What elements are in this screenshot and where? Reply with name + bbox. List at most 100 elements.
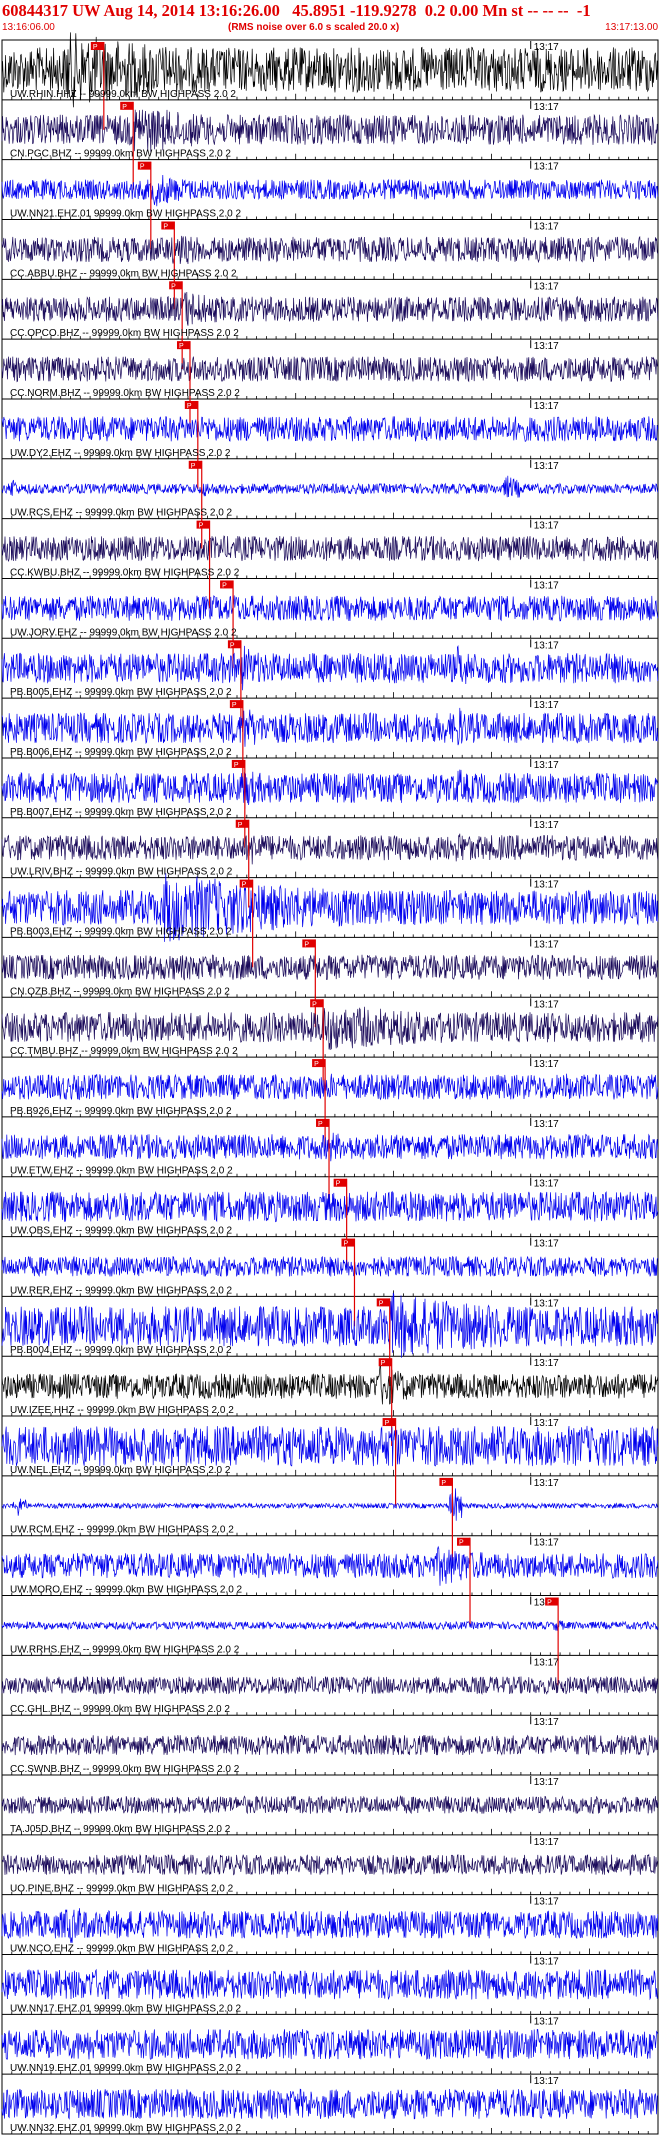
p-pick-label: P <box>318 1121 323 1128</box>
time-ticks <box>1 811 659 818</box>
trace-row: 13:17 P UW.IZEE.HHZ -- 99999.0km BW HIGHPA… <box>1 1357 659 1446</box>
p-pick-flag <box>333 1178 347 1187</box>
p-pick-label: P <box>242 882 247 889</box>
p-pick-label: P <box>122 104 127 111</box>
p-pick-label: P <box>343 1241 348 1248</box>
minute-label: 13:17 <box>534 1538 559 1549</box>
time-ticks <box>1 632 659 639</box>
station-label: PB.B926.EHZ -- 99999.0km BW HIGHPASS 2.0… <box>10 1106 232 1117</box>
p-pick-flag <box>341 1238 355 1247</box>
p-pick-label: P <box>385 1420 390 1427</box>
waveform-trace <box>1 1968 659 2001</box>
waveform-trace <box>1 954 659 981</box>
minute-label: 13:17 <box>534 162 559 173</box>
time-ticks <box>1 452 659 459</box>
trace-row: 13:17 UW.NCO.EHZ -- 99999.0km BW HIGHPASS… <box>1 1895 659 1956</box>
time-ticks <box>1 1888 659 1895</box>
time-ticks <box>1 153 659 160</box>
p-pick-label: P <box>191 463 196 470</box>
time-ticks <box>1 991 659 998</box>
time-ticks <box>1 1410 659 1417</box>
time-ticks <box>1 93 659 100</box>
p-pick-label: P <box>547 1600 552 1607</box>
waveform-trace <box>1 1132 659 1162</box>
waveform-trace <box>1 235 659 264</box>
trace-row: 13:17 P CC.OPCO.BHZ -- 99999.0km BW HIGHPA… <box>1 280 659 370</box>
waveform-trace <box>1 1908 659 1943</box>
p-pick-flag <box>302 939 316 948</box>
p-pick-flag <box>439 1477 453 1486</box>
trace-row: 13:17 P CN.PGC.BHZ -- 99999.0km BW HIGHPAS… <box>1 100 659 190</box>
time-ticks <box>1 1230 659 1237</box>
station-label: CC.NORM.BHZ -- 99999.0km BW HIGHPASS 2.0… <box>10 388 240 399</box>
p-pick-label: P <box>441 1480 446 1487</box>
time-ticks <box>1 1948 659 1955</box>
trace-row: 13:17 P UW.RHIN.HHZ -- 99999.0km BW HIGHPA… <box>1 32 659 130</box>
time-ticks <box>1 1350 659 1357</box>
waveform-trace <box>1 291 659 326</box>
time-ticks <box>1 692 659 699</box>
p-pick-label: P <box>222 582 227 589</box>
trace-row: 13:17 P UW.JORV.EHZ -- 99999.0km BW HIGHPA… <box>1 579 659 669</box>
waveform-trace <box>1 1425 659 1467</box>
p-pick-label: P <box>179 343 184 350</box>
p-pick-flag <box>376 1298 390 1307</box>
minute-label: 13:17 <box>534 221 559 232</box>
waveform-trace <box>1 2088 659 2121</box>
waveform-trace <box>1 595 659 622</box>
minute-label: 13:17 <box>534 1239 559 1250</box>
station-label: PB.B003.EHZ -- 99999.0km BW HIGHPASS 2.0… <box>10 926 232 937</box>
p-pick-flag <box>231 759 245 768</box>
waveform-trace <box>1 1292 659 1358</box>
minute-label: 13:17 <box>534 521 559 532</box>
trace-row: 13:17 UO.PINE.BHZ -- 99999.0km BW HIGHPAS… <box>1 1835 659 1896</box>
station-label: CC.OPCO.BHZ -- 99999.0km BW HIGHPASS 2.0… <box>10 328 239 339</box>
station-label: CC.SWNB.BHZ -- 99999.0km BW HIGHPASS 2.0… <box>10 1764 240 1775</box>
trace-row: 13:17 P PB.B003.EHZ -- 99999.0km BW HIGHPA… <box>1 873 659 968</box>
trace-row: 13:17 P CN.OZB.BHZ -- 99999.0km BW HIGHPAS… <box>1 938 659 1028</box>
trace-row: 13:17 TA.J05D.BHZ -- 99999.0km BW HIGHPAS… <box>1 1776 659 1836</box>
trace-row: 13:17 P PB.B007.EHZ -- 99999.0km BW HIGHPA… <box>1 758 659 848</box>
minute-label: 13:17 <box>534 1777 559 1788</box>
time-ticks <box>1 572 659 579</box>
p-pick-label: P <box>234 762 239 769</box>
minute-label: 13:17 <box>534 102 559 113</box>
trace-row: 13:17 P CC.NORM.BHZ -- 99999.0km BW HIGHPA… <box>1 340 659 429</box>
time-ticks <box>1 512 659 519</box>
waveform-trace <box>1 1488 659 1521</box>
station-label: UW.NCO.EHZ -- 99999.0km BW HIGHPASS 2.0 … <box>10 1944 234 1955</box>
p-pick-label: P <box>140 164 145 171</box>
minute-label: 13:17 <box>534 640 559 651</box>
station-label: UW.NN21.EHZ.01 99999.0km BW HIGHPASS 2.0… <box>10 208 241 219</box>
waveform-trace <box>1 873 659 942</box>
minute-label: 13:17 <box>534 1897 559 1908</box>
time-ticks <box>1 1828 659 1835</box>
p-pick-flag <box>169 281 183 290</box>
station-label: CC.TMBU.BHZ -- 99999.0km BW HIGHPASS 2.0… <box>10 1046 238 1057</box>
time-ticks <box>1 213 659 220</box>
p-pick-flag <box>184 400 198 409</box>
station-label: UW.OBS.EHZ -- 99999.0km BW HIGHPASS 2.0 … <box>10 1226 233 1237</box>
time-ticks <box>1 1589 659 1596</box>
p-pick-flag <box>545 1597 559 1606</box>
p-pick-label: P <box>379 1300 384 1307</box>
time-ticks <box>1 1110 659 1117</box>
p-pick-flag <box>382 1418 396 1427</box>
p-pick-label: P <box>171 283 176 290</box>
waveform-trace <box>1 32 659 108</box>
trace-row: 13:17 P UW.RCM.EHZ -- 99999.0km BW HIGHPAS… <box>1 1476 659 1566</box>
trace-row: 13:17 P CC.KWBU.BHZ -- 99999.0km BW HIGHPA… <box>1 519 659 609</box>
p-pick-flag <box>378 1358 392 1367</box>
minute-label: 13:17 <box>534 1179 559 1190</box>
trace-row: 13:17 P UW.MORO.EHZ -- 99999.0km BW HIGHPA… <box>1 1536 659 1626</box>
minute-label: 13:17 <box>534 700 559 711</box>
p-pick-flag <box>310 999 324 1008</box>
waveform-trace <box>1 475 659 498</box>
trace-row: 13:17 UW.NN19.EHZ.01 99999.0km BW HIGHPAS… <box>1 2015 659 2075</box>
minute-label: 13:17 <box>534 1478 559 1489</box>
p-pick-flag <box>176 341 190 350</box>
minute-label: 13:17 <box>534 2016 559 2027</box>
minute-label: 13:17 <box>534 939 559 950</box>
trace-row: 13:17 P UW.ETW.EHZ -- 99999.0km BW HIGHPAS… <box>1 1117 659 1207</box>
